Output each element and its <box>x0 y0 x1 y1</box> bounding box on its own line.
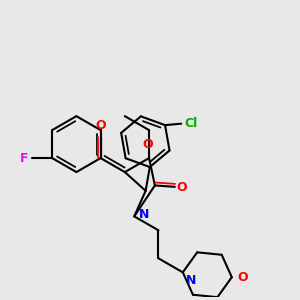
Text: F: F <box>20 152 28 165</box>
Text: O: O <box>176 181 187 194</box>
Text: O: O <box>142 138 153 152</box>
Text: N: N <box>186 274 197 287</box>
Text: N: N <box>139 208 149 221</box>
Text: O: O <box>95 118 106 132</box>
Text: Cl: Cl <box>184 117 197 130</box>
Text: O: O <box>238 271 248 284</box>
